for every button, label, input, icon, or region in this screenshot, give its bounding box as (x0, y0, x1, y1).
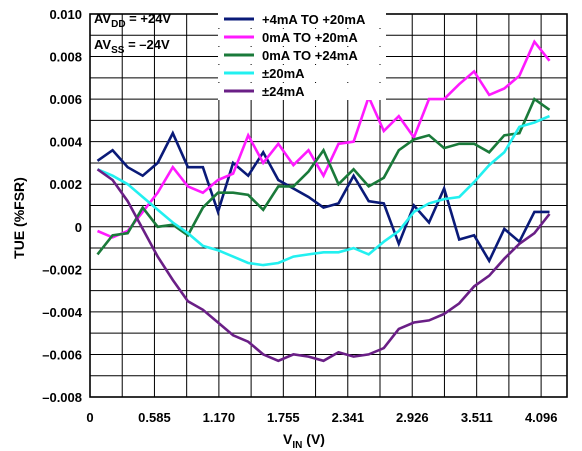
legend-label: ±24mA (262, 84, 305, 99)
x-axis-title: VIN (V) (283, 431, 325, 451)
x-tick-labels: 0 0.585 1.170 1.755 2.341 2.926 3.511 4.096 (86, 410, 557, 425)
x-tick-label: 0.585 (138, 410, 171, 425)
series-lines (96, 39, 551, 363)
avss-annotation: AVSS = –24V (94, 37, 170, 56)
x-tick-label: 2.341 (332, 410, 365, 425)
x-tick-label: 1.755 (267, 410, 300, 425)
legend-background (218, 11, 386, 28)
y-tick-label: –0.002 (42, 262, 82, 277)
legend-label: ±20mA (262, 66, 305, 81)
x-tick-label: 0 (86, 410, 93, 425)
y-tick-label: 0.002 (49, 177, 82, 192)
legend-label: 0mA TO +20mA (262, 30, 358, 45)
y-tick-label: –0.008 (42, 390, 82, 405)
y-tick-label: –0.004 (42, 305, 83, 320)
y-tick-label: 0.006 (49, 92, 82, 107)
legend-background (218, 47, 386, 64)
x-tick-label: 3.511 (461, 410, 493, 425)
legend-background (218, 83, 386, 100)
series-line-4 (96, 114, 551, 267)
legend-background (218, 65, 386, 82)
series-line-5 (96, 168, 551, 363)
y-tick-label: 0 (75, 220, 82, 235)
y-axis-title: TUE (%FSR) (11, 177, 27, 259)
x-tick-label: 1.170 (203, 410, 236, 425)
y-tick-label: 0.008 (49, 50, 82, 65)
series-line-2 (96, 39, 551, 239)
series-line-3 (96, 97, 551, 256)
x-tick-label: 2.926 (396, 410, 429, 425)
legend-label: +4mA TO +20mA (262, 12, 366, 27)
y-tick-labels: 0.010 0.008 0.006 0.004 0.002 0 –0.002 –0.004 –0… (42, 7, 83, 405)
legend-background (218, 29, 386, 46)
y-tick-label: 0.004 (49, 135, 82, 150)
x-tick-label: 4.096 (525, 410, 558, 425)
legend-label: 0mA TO +24mA (262, 48, 358, 63)
legend: +4mA TO +20mA 0mA TO +20mA 0mA TO +24mA ±20… (218, 11, 386, 100)
y-tick-label: 0.010 (49, 7, 82, 22)
avdd-annotation: AVDD = +24V (94, 11, 171, 30)
series-line-1 (96, 130, 550, 264)
y-tick-label: –0.006 (42, 347, 82, 362)
